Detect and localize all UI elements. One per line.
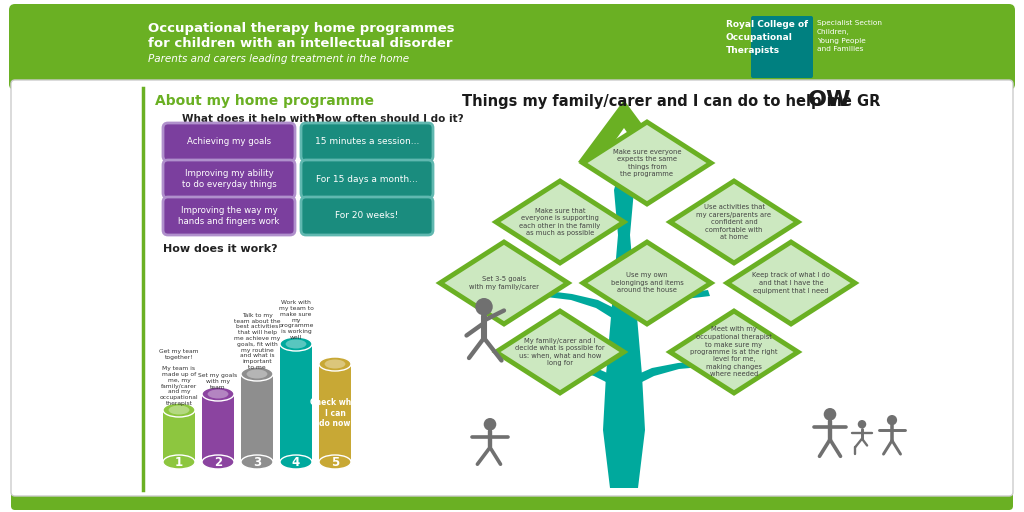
FancyBboxPatch shape [751,16,813,78]
Text: 4: 4 [292,456,300,468]
Text: Set 3-5 goals
with my family/carer: Set 3-5 goals with my family/carer [469,276,539,290]
Circle shape [483,418,497,431]
Polygon shape [727,242,855,324]
Ellipse shape [286,339,306,349]
Bar [202,394,234,462]
Text: Keep track of what I do
and that I have the
equipment that I need: Keep track of what I do and that I have … [752,272,829,293]
Text: About my home programme: About my home programme [155,94,374,108]
Text: Things my family/carer and I can do to help me GR: Things my family/carer and I can do to h… [462,94,881,109]
Text: 5: 5 [331,456,339,468]
Bar [163,410,195,462]
FancyBboxPatch shape [163,197,295,235]
Text: For 15 days a month...: For 15 days a month... [316,175,418,183]
Text: Royal College of
Occupational
Therapists: Royal College of Occupational Therapists [726,20,808,55]
Text: Get my team
together!

My team is
made up of
me, my
family/carer
and my
occupati: Get my team together! My team is made up… [160,349,199,406]
Ellipse shape [280,455,312,469]
Ellipse shape [208,390,228,398]
Circle shape [887,415,897,425]
Text: Improving my ability
to do everyday things: Improving my ability to do everyday thin… [181,169,276,189]
FancyBboxPatch shape [11,488,1013,510]
Polygon shape [440,242,568,324]
Polygon shape [636,360,712,384]
Text: What does it help with?: What does it help with? [182,114,322,124]
Circle shape [823,408,837,420]
Polygon shape [496,181,624,263]
Bar [280,344,312,462]
Text: Use activities that
my carers/parents are
confident and
comfortable with
at home: Use activities that my carers/parents ar… [696,204,771,240]
Text: Parents and carers leading treatment in the home: Parents and carers leading treatment in … [148,54,410,64]
Text: 15 minutes a session...: 15 minutes a session... [314,138,419,146]
Text: How does it work?: How does it work? [163,244,278,254]
Text: 1: 1 [175,456,183,468]
Polygon shape [578,100,670,168]
Ellipse shape [202,387,234,401]
Ellipse shape [202,455,234,469]
Bar [241,374,273,462]
FancyBboxPatch shape [11,80,1013,496]
Polygon shape [614,168,634,235]
Ellipse shape [169,406,189,415]
Text: Make sure that
everyone is supporting
each other in the family
as much as possib: Make sure that everyone is supporting ea… [519,208,601,236]
Bar [319,364,351,462]
Text: Work with
my team to
make sure
my
programme
is working
well: Work with my team to make sure my progra… [279,300,313,340]
FancyBboxPatch shape [301,123,433,161]
FancyBboxPatch shape [163,160,295,198]
Polygon shape [670,311,798,393]
Ellipse shape [241,367,273,381]
Text: Use my own
belongings and items
around the house: Use my own belongings and items around t… [610,272,683,293]
Text: 2: 2 [214,456,222,468]
FancyBboxPatch shape [301,160,433,198]
Text: How often should I do it?: How often should I do it? [316,114,464,124]
Text: Make sure everyone
expects the same
things from
the programme: Make sure everyone expects the same thin… [612,149,681,177]
Ellipse shape [319,455,351,469]
Text: Talk to my
team about the
best activities
that will help
me achieve my
goals, fi: Talk to my team about the best activitie… [233,313,281,370]
Ellipse shape [247,370,267,378]
Polygon shape [603,148,645,488]
Text: 3: 3 [253,456,261,468]
Polygon shape [634,290,710,318]
Ellipse shape [319,357,351,371]
Ellipse shape [241,455,273,469]
Text: Specialist Section
Children,
Young People
and Families: Specialist Section Children, Young Peopl… [817,20,882,52]
Ellipse shape [280,337,312,351]
Polygon shape [670,181,798,263]
Polygon shape [583,242,711,324]
Text: My family/carer and I
decide what is possible for
us: when, what and how
long fo: My family/carer and I decide what is pos… [515,338,605,366]
Text: Set my goals
with my
team: Set my goals with my team [199,373,238,390]
Text: for children with an intellectual disorder: for children with an intellectual disord… [148,37,453,50]
Polygon shape [583,122,711,204]
FancyBboxPatch shape [9,4,1015,90]
Text: OW: OW [808,90,852,110]
Circle shape [858,420,866,429]
Polygon shape [538,290,614,318]
Circle shape [475,298,493,315]
Polygon shape [536,360,612,384]
FancyBboxPatch shape [163,123,295,161]
Text: Meet with my
occupational therapist
to make sure my
programme is at the right
le: Meet with my occupational therapist to m… [690,327,778,377]
Text: For 20 weeks!: For 20 weeks! [336,211,398,221]
Text: Improving the way my
hands and fingers work: Improving the way my hands and fingers w… [178,206,280,226]
FancyBboxPatch shape [301,197,433,235]
Text: Check what
I can
do now: Check what I can do now [310,398,360,428]
Ellipse shape [163,455,195,469]
Text: Achieving my goals: Achieving my goals [187,138,271,146]
Ellipse shape [325,359,345,369]
Polygon shape [496,311,624,393]
Ellipse shape [163,403,195,417]
Text: Occupational therapy home programmes: Occupational therapy home programmes [148,22,455,35]
